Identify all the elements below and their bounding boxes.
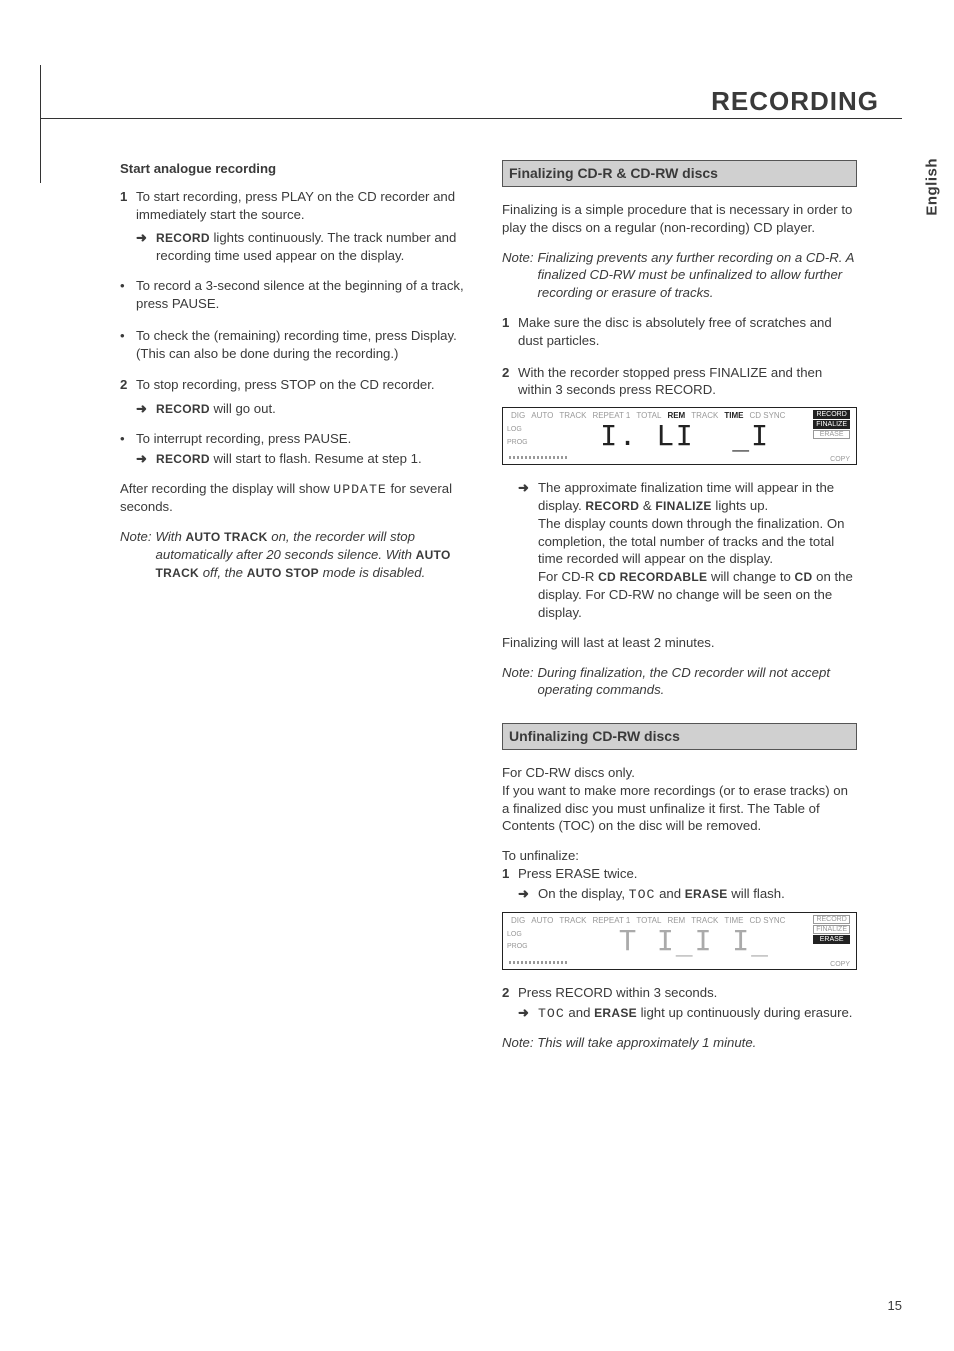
step-text: Make sure the disc is absolutely free of… — [518, 314, 857, 350]
unf-step-2: 2 Press RECORD within 3 seconds. — [502, 984, 857, 1002]
unf-step-1: 1 Press ERASE twice. — [502, 865, 857, 883]
left-column: Start analogue recording 1 To start reco… — [120, 160, 475, 594]
unf-p1: For CD-RW discs only. — [502, 764, 857, 782]
step-num: 2 — [502, 984, 518, 1002]
bullet-3: • To interrupt recording, press PAUSE. — [120, 430, 475, 448]
left-heading: Start analogue recording — [120, 160, 475, 178]
note-label: Note: — [502, 249, 538, 302]
lcd-bottom: COPY — [509, 961, 850, 968]
finalizing-intro: Finalizing is a simple procedure that is… — [502, 201, 857, 237]
unfinalizing-heading: Unfinalizing CD-RW discs — [502, 723, 857, 750]
step-1: 1 To start recording, press PLAY on the … — [120, 188, 475, 224]
arrow-icon: ➜ — [518, 479, 538, 622]
bullet-3-result-text: RECORD will start to flash. Resume at st… — [156, 450, 475, 468]
lcd-side-buttons: RECORD FINALIZE ERASE — [813, 915, 850, 944]
after-recording: After recording the display will show UP… — [120, 480, 475, 517]
finalizing-heading: Finalizing CD-R & CD-RW discs — [502, 160, 857, 187]
note-body: Finalizing prevents any further recordin… — [538, 249, 857, 302]
step-2-result: ➜ RECORD will go out. — [120, 400, 475, 418]
result-text: TOC and ERASE light up continuously duri… — [538, 1004, 857, 1023]
step-2-result-text: RECORD will go out. — [156, 400, 475, 418]
arrow-icon: ➜ — [518, 885, 538, 904]
page-number: 15 — [888, 1298, 902, 1313]
step-text: Press RECORD within 3 seconds. — [518, 984, 857, 1002]
lcd-digits: I. LI _I — [600, 422, 770, 450]
lcd-bottom: COPY — [509, 456, 850, 463]
step-1-text: To start recording, press PLAY on the CD… — [136, 188, 475, 224]
fin-step-2: 2 With the recorder stopped press FINALI… — [502, 364, 857, 400]
bullet-icon: • — [120, 277, 136, 313]
step-num: 1 — [502, 865, 518, 883]
lcd-digits: T I_I I_ — [619, 927, 770, 955]
bullet-1-text: To record a 3-second silence at the begi… — [136, 277, 475, 313]
step-1-result-text: RECORD lights continuously. The track nu… — [156, 229, 475, 265]
lcd-display-2: DIGAUTOTRACKREPEAT 1TOTALREMTRACKTIMECD … — [502, 912, 857, 970]
unf-p2: If you want to make more recordings (or … — [502, 782, 857, 835]
fin-step-1: 1 Make sure the disc is absolutely free … — [502, 314, 857, 350]
fin-note-2: Note: During finalization, the CD record… — [502, 664, 857, 700]
step-2-text: To stop recording, press STOP on the CD … — [136, 376, 475, 394]
note-label: Note: — [502, 664, 538, 700]
step-2: 2 To stop recording, press STOP on the C… — [120, 376, 475, 394]
step-1-num: 1 — [120, 188, 136, 224]
bullet-2-text: To check the (remaining) recording time,… — [136, 327, 475, 363]
unf-note: Note: This will take approximately 1 min… — [502, 1034, 857, 1052]
bullet-icon: • — [120, 430, 136, 448]
step-num: 2 — [502, 364, 518, 400]
bullet-2: • To check the (remaining) recording tim… — [120, 327, 475, 363]
fin-tail: Finalizing will last at least 2 minutes. — [502, 634, 857, 652]
lcd-left-labels: LOGPROG — [507, 424, 528, 449]
unf-intro: To unfinalize: — [502, 847, 857, 865]
result-text: On the display, TOC and ERASE will flash… — [538, 885, 857, 904]
fin-result-text: The approximate finalization time will a… — [538, 479, 857, 622]
page-title: RECORDING — [711, 86, 879, 117]
language-tab: English — [924, 158, 941, 216]
unf-step-2-result: ➜ TOC and ERASE light up continuously du… — [502, 1004, 857, 1023]
note-body: During finalization, the CD recorder wil… — [538, 664, 857, 700]
bullet-1: • To record a 3-second silence at the be… — [120, 277, 475, 313]
right-column: Finalizing CD-R & CD-RW discs Finalizing… — [502, 160, 857, 1064]
arrow-icon: ➜ — [136, 400, 156, 418]
step-num: 1 — [502, 314, 518, 350]
arrow-icon: ➜ — [136, 229, 156, 265]
note-body: With AUTO TRACK on, the recorder will st… — [156, 528, 475, 581]
arrow-icon: ➜ — [518, 1004, 538, 1023]
unf-step-1-result: ➜ On the display, TOC and ERASE will fla… — [502, 885, 857, 904]
step-2-num: 2 — [120, 376, 136, 394]
note-label: Note: — [120, 528, 156, 581]
lcd-left-labels: LOGPROG — [507, 929, 528, 954]
arrow-icon: ➜ — [136, 450, 156, 468]
vertical-rule — [40, 65, 41, 183]
lcd-display-1: DIGAUTOTRACKREPEAT 1TOTALREMTRACKTIMECD … — [502, 407, 857, 465]
finalizing-note: Note: Finalizing prevents any further re… — [502, 249, 857, 302]
bullet-icon: • — [120, 327, 136, 363]
bullet-3-text: To interrupt recording, press PAUSE. — [136, 430, 475, 448]
title-rule — [40, 118, 902, 119]
fin-result: ➜ The approximate finalization time will… — [502, 479, 857, 622]
bullet-3-result: ➜ RECORD will start to flash. Resume at … — [120, 450, 475, 468]
step-1-result: ➜ RECORD lights continuously. The track … — [120, 229, 475, 265]
step-text: With the recorder stopped press FINALIZE… — [518, 364, 857, 400]
lcd-side-buttons: RECORD FINALIZE ERASE — [813, 410, 850, 439]
left-note: Note: With AUTO TRACK on, the recorder w… — [120, 528, 475, 581]
step-text: Press ERASE twice. — [518, 865, 857, 883]
